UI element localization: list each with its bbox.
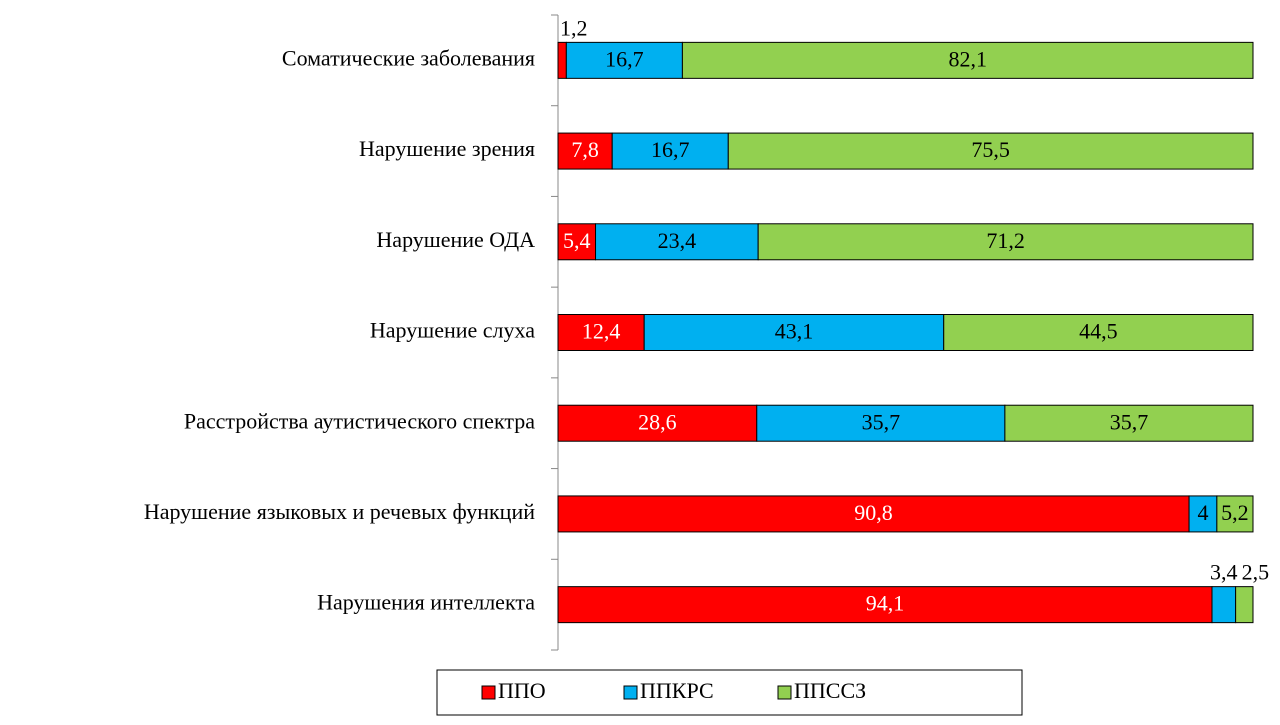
data-label: 5,2 (1221, 500, 1249, 525)
data-label: 23,4 (658, 228, 697, 253)
category-label: Нарушение языковых и речевых функций (144, 499, 535, 524)
data-label: 16,7 (605, 46, 644, 71)
data-label: 35,7 (1110, 409, 1149, 434)
bar-segment (643, 314, 945, 351)
bar-segment (557, 223, 597, 261)
data-label: 3,4 (1210, 560, 1238, 585)
data-label: 43,1 (775, 319, 814, 344)
data-label: 71,2 (986, 228, 1025, 253)
bar-segment (595, 223, 759, 261)
bar-segment (1211, 586, 1237, 624)
data-label: 94,1 (866, 591, 905, 616)
category-label: Нарушение зрения (359, 136, 535, 161)
category-label: Нарушение слуха (370, 318, 535, 343)
data-label: 5,4 (563, 228, 591, 253)
legend-swatch (481, 685, 496, 700)
bar-segment (1216, 495, 1254, 533)
bar-segment (681, 41, 1254, 79)
data-label: 12,4 (582, 319, 621, 344)
bar-segment (943, 314, 1254, 351)
bar-segment (557, 132, 613, 170)
data-label: 7,8 (571, 137, 599, 162)
legend-label: ППССЗ (794, 678, 866, 703)
category-label: Соматические заболевания (282, 45, 535, 70)
bar-segment (727, 132, 1254, 170)
data-label: 82,1 (948, 46, 987, 71)
data-label: 2,5 (1242, 560, 1270, 585)
legend-label: ППО (498, 678, 546, 703)
data-label: 4 (1197, 500, 1208, 525)
bar-segment (1235, 586, 1254, 624)
bar-segment (557, 404, 758, 442)
data-label: 16,7 (651, 137, 690, 162)
data-label: 35,7 (862, 409, 901, 434)
data-label: 44,5 (1079, 319, 1118, 344)
legend-box (436, 669, 1023, 716)
data-label: 28,6 (638, 409, 677, 434)
category-label: Нарушения интеллекта (317, 590, 535, 615)
bar-segment (757, 223, 1254, 261)
legend-swatch (623, 685, 638, 700)
bar-segment (1188, 495, 1218, 533)
data-label: 90,8 (854, 500, 893, 525)
legend-label: ППКРС (640, 678, 714, 703)
bar-segment (557, 314, 645, 351)
bar-segment (611, 132, 729, 170)
data-label: 75,5 (971, 137, 1010, 162)
bar-segment (1004, 404, 1254, 442)
category-label: Нарушение ОДА (376, 227, 535, 252)
bar-segment (756, 404, 1006, 442)
legend-swatch (777, 685, 792, 700)
category-label: Расстройства аутистического спектра (184, 408, 535, 433)
bar-segment (557, 41, 567, 79)
data-label: 1,2 (560, 15, 588, 40)
